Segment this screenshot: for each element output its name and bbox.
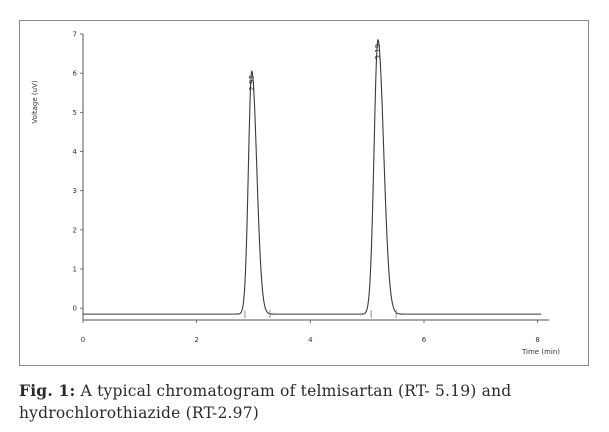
y-tick-label: 2: [73, 226, 77, 234]
figure-caption: Fig. 1: A typical chromatogram of telmis…: [19, 380, 594, 424]
y-tick-label: 7: [73, 31, 77, 39]
y-tick-label: 1: [73, 266, 77, 274]
y-tick-label: 6: [73, 70, 78, 78]
chromatogram-chart: 0 1 2 3 4 5 6 7 0 2 4 6 8 Voltage (uV) Time (min) 2.97…: [31, 31, 560, 357]
x-tick-label: 6: [422, 336, 427, 344]
peak-label: 2.97: [248, 75, 256, 91]
x-tick-label: 4: [308, 336, 313, 344]
chromatogram-trace: [83, 38, 542, 315]
y-axis-title: Voltage (uV): [31, 80, 39, 123]
caption-text: A typical chromatogram of telmisartan (R…: [19, 382, 512, 422]
y-tick-label: 0: [73, 305, 77, 313]
y-tick-label: 5: [73, 109, 77, 117]
y-tick-label: 4: [73, 148, 78, 156]
x-tick-label: 2: [194, 336, 198, 344]
y-tick-label: 3: [73, 187, 77, 195]
caption-lead: Fig. 1:: [19, 381, 76, 400]
peak-label: 5.19: [374, 44, 382, 60]
chart-frame: [19, 20, 589, 366]
x-tick-label: 8: [535, 336, 539, 344]
x-tick-label: 0: [81, 336, 85, 344]
axes-layer: 0 1 2 3 4 5 6 7 0 2 4 6 8: [73, 31, 549, 344]
x-axis-title: Time (min): [521, 348, 560, 356]
label-layer: Voltage (uV) Time (min) 2.97 5.19: [31, 44, 560, 356]
trace-layer: [83, 38, 542, 319]
